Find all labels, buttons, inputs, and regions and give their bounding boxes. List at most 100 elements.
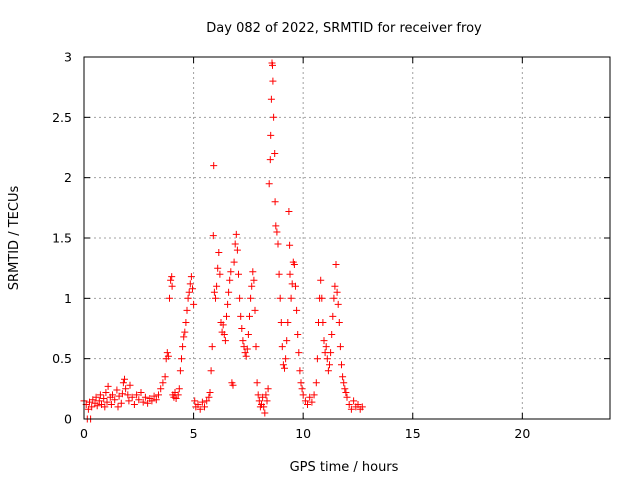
- data-point: [190, 300, 198, 308]
- y-tick-label: 3: [64, 50, 72, 65]
- data-point: [88, 403, 96, 411]
- data-point: [330, 294, 338, 302]
- data-point: [272, 222, 280, 230]
- data-point: [176, 367, 184, 375]
- data-point: [137, 389, 145, 396]
- x-tick-label: 15: [405, 426, 421, 441]
- data-point: [227, 268, 235, 276]
- data-point: [269, 77, 277, 85]
- data-point: [334, 300, 342, 308]
- data-point: [220, 331, 228, 338]
- data-point: [269, 61, 276, 69]
- data-point: [124, 391, 132, 399]
- data-point: [183, 306, 191, 314]
- data-point: [317, 276, 325, 284]
- data-point: [191, 397, 199, 405]
- data-point: [236, 294, 244, 302]
- y-tick-label: 1: [64, 291, 72, 306]
- data-point: [332, 261, 340, 268]
- data-point: [233, 246, 241, 254]
- data-point: [284, 319, 292, 326]
- data-point: [246, 312, 253, 320]
- data-point: [250, 276, 258, 284]
- data-point: [175, 385, 183, 393]
- data-point: [231, 240, 239, 248]
- data-point: [103, 398, 111, 406]
- data-point: [248, 282, 256, 290]
- data-point: [281, 364, 288, 372]
- data-point: [126, 381, 134, 389]
- data-point: [273, 228, 281, 236]
- data-point: [152, 396, 160, 404]
- x-tick-label: 20: [514, 426, 530, 441]
- data-point: [263, 397, 271, 405]
- axis-ticks: 0 5 10 15 20 0 0.5 1 1.5 2 2.5 3: [52, 50, 610, 441]
- data-point: [114, 403, 122, 411]
- data-point: [159, 379, 167, 387]
- data-point: [196, 405, 204, 413]
- data-point: [209, 232, 217, 240]
- data-point: [198, 398, 206, 406]
- data-point: [194, 401, 202, 408]
- data-point: [340, 379, 348, 387]
- x-axis-label: GPS time / hours: [290, 460, 399, 475]
- data-point: [232, 230, 240, 238]
- data-point: [213, 282, 221, 290]
- data-point: [189, 285, 196, 293]
- data-point: [322, 343, 330, 351]
- data-point: [118, 390, 126, 398]
- data-point: [244, 331, 252, 338]
- data-point: [237, 312, 245, 320]
- data-point: [225, 288, 233, 296]
- x-tick-label: 0: [80, 426, 88, 441]
- data-point: [282, 355, 290, 363]
- data-point: [224, 300, 232, 308]
- data-point: [168, 282, 176, 290]
- data-point: [181, 328, 189, 336]
- data-point: [251, 306, 259, 314]
- data-point: [161, 373, 169, 381]
- data-points: [80, 59, 366, 423]
- data-point: [299, 391, 307, 399]
- data-point: [216, 270, 224, 278]
- data-point: [107, 401, 115, 408]
- data-point: [121, 375, 128, 383]
- data-point: [139, 398, 147, 406]
- data-point: [308, 398, 316, 406]
- data-point: [293, 306, 301, 314]
- data-point: [223, 312, 230, 320]
- data-point: [235, 270, 242, 278]
- data-point: [266, 156, 274, 164]
- data-point: [297, 379, 305, 387]
- data-point: [318, 294, 326, 302]
- data-point: [186, 280, 194, 288]
- y-tick-label: 1.5: [52, 231, 72, 246]
- data-point: [210, 162, 218, 170]
- data-point: [341, 385, 349, 393]
- data-point: [295, 349, 303, 357]
- data-point: [242, 352, 250, 360]
- data-point: [109, 391, 116, 399]
- data-point: [166, 294, 173, 302]
- data-point: [113, 386, 121, 394]
- data-point: [252, 343, 260, 351]
- data-point: [101, 403, 109, 411]
- data-point: [207, 367, 215, 375]
- data-point: [148, 397, 156, 405]
- data-point: [205, 393, 213, 401]
- data-point: [327, 349, 335, 357]
- data-point: [130, 401, 138, 408]
- data-point: [155, 391, 162, 399]
- data-point: [343, 393, 351, 401]
- data-point: [203, 397, 211, 405]
- data-point: [111, 396, 119, 404]
- data-point: [249, 268, 257, 276]
- data-point: [296, 367, 304, 375]
- data-point: [271, 150, 279, 157]
- data-point: [324, 367, 332, 375]
- data-point: [157, 385, 165, 393]
- data-point: [119, 379, 127, 387]
- data-point: [312, 379, 320, 387]
- data-point: [187, 273, 195, 281]
